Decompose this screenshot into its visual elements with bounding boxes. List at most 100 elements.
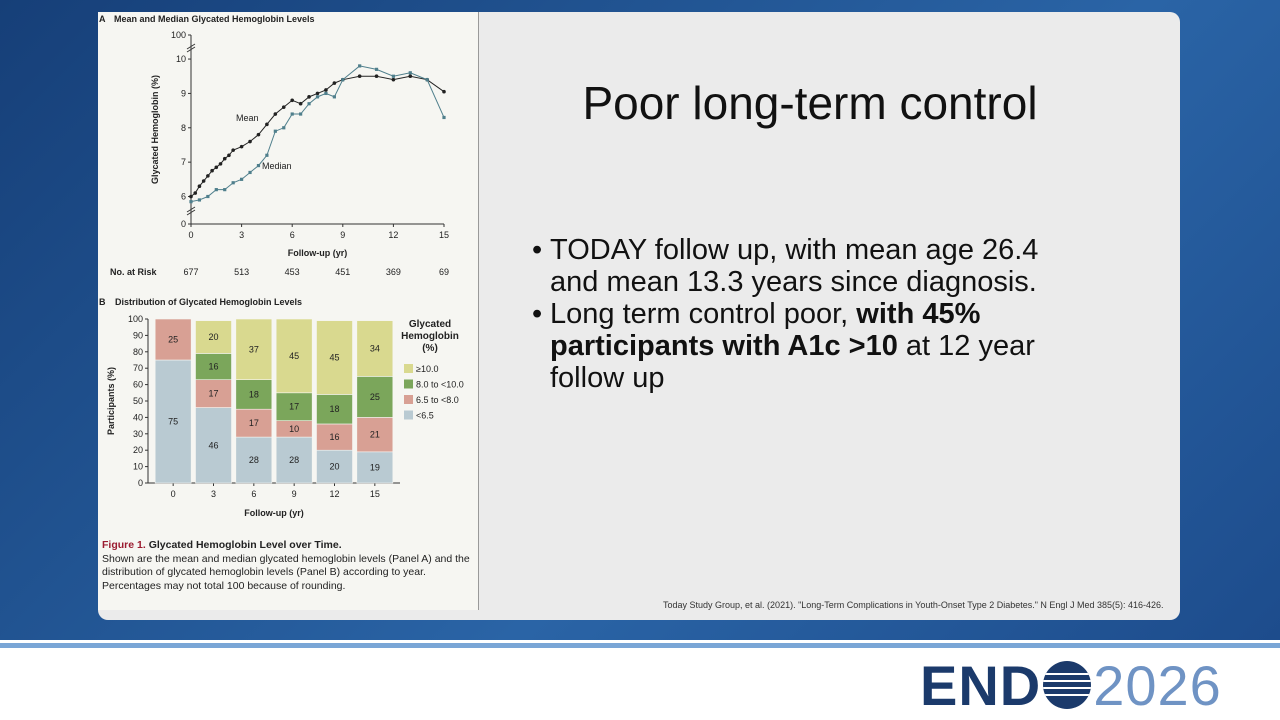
data-label: 20 bbox=[329, 462, 339, 472]
point bbox=[240, 177, 244, 181]
logo-globe bbox=[1043, 661, 1092, 709]
x-tick-label: 12 bbox=[329, 489, 339, 499]
point bbox=[273, 129, 277, 133]
bar-segment bbox=[356, 376, 394, 418]
y-tick-label: 100 bbox=[171, 30, 186, 40]
point bbox=[425, 78, 429, 82]
data-label: 45 bbox=[289, 351, 299, 361]
y-tick-label: 0 bbox=[138, 478, 143, 488]
point bbox=[282, 126, 286, 130]
point bbox=[324, 88, 328, 92]
legend-swatch bbox=[404, 395, 413, 404]
point bbox=[189, 194, 193, 199]
x-tick-label: 12 bbox=[388, 230, 398, 240]
point bbox=[290, 112, 294, 116]
y-tick-label: 8 bbox=[181, 123, 186, 133]
bar-segment bbox=[356, 320, 394, 377]
panel-letter: B bbox=[99, 297, 106, 307]
point bbox=[357, 74, 362, 79]
point bbox=[442, 115, 446, 120]
at-risk-value: 369 bbox=[386, 267, 401, 277]
series-line bbox=[190, 65, 445, 203]
y-tick-label: 9 bbox=[181, 88, 186, 98]
point bbox=[256, 163, 261, 168]
figure-panel bbox=[98, 12, 479, 610]
figure-caption: Figure 1. Glycated Hemoglobin Level over… bbox=[102, 539, 474, 593]
bar-segment bbox=[275, 436, 313, 484]
legend-swatch bbox=[404, 379, 413, 389]
data-label: 25 bbox=[370, 392, 380, 402]
point bbox=[374, 74, 379, 79]
point bbox=[223, 188, 227, 192]
x-tick-label: 3 bbox=[211, 489, 216, 499]
legend-label: <6.5 bbox=[416, 411, 434, 421]
at-risk-value: 513 bbox=[234, 267, 249, 277]
legend-title: Glycated Hemoglobin (%) bbox=[401, 319, 459, 354]
point bbox=[214, 165, 219, 170]
chart-title: Mean and Median Glycated Hemoglobin Leve… bbox=[114, 14, 315, 24]
point bbox=[391, 77, 396, 82]
series-label: Median bbox=[262, 161, 292, 171]
legend-label: 8.0 to <10.0 bbox=[416, 380, 464, 390]
bullet-text: TODAY follow up, with mean age 26.4 and … bbox=[550, 234, 1039, 298]
data-label: 17 bbox=[289, 402, 299, 412]
figure-title: Glycated Hemoglobin Level over Time. bbox=[148, 539, 342, 551]
point bbox=[281, 105, 286, 109]
slide-title: Poor long-term control bbox=[582, 77, 1038, 129]
y-tick-label: 100 bbox=[128, 314, 143, 324]
point bbox=[218, 162, 223, 166]
y-tick-label: 80 bbox=[133, 347, 143, 357]
y-tick-label: 70 bbox=[133, 363, 143, 373]
x-tick-label: 6 bbox=[251, 489, 256, 499]
data-label: 16 bbox=[208, 362, 218, 372]
bar-segment bbox=[195, 320, 232, 354]
at-risk-value: 453 bbox=[285, 267, 300, 277]
point bbox=[197, 198, 202, 202]
logo: END 2026 bbox=[920, 654, 1222, 717]
point bbox=[374, 67, 379, 71]
y-axis-label: Participants (%) bbox=[106, 367, 116, 435]
bar-segment bbox=[275, 392, 313, 421]
bar-segment bbox=[154, 318, 192, 361]
bar-segment bbox=[316, 423, 353, 451]
y-tick-label: 10 bbox=[133, 462, 143, 472]
point bbox=[408, 74, 413, 79]
at-risk-value: 677 bbox=[183, 267, 198, 277]
point bbox=[189, 200, 193, 204]
y-tick-label: 60 bbox=[133, 380, 143, 390]
data-label: 18 bbox=[329, 404, 339, 414]
point bbox=[210, 168, 214, 173]
y-tick-label: 20 bbox=[133, 445, 143, 455]
x-axis-label: Follow-up (yr) bbox=[288, 248, 348, 258]
data-label: 34 bbox=[370, 344, 380, 354]
data-label: 20 bbox=[208, 332, 218, 342]
y-axis-label: Glycated Hemoglobin (%) bbox=[150, 75, 160, 184]
bar-segment bbox=[195, 353, 232, 380]
point bbox=[298, 101, 303, 106]
point bbox=[197, 184, 202, 188]
x-tick-label: 0 bbox=[171, 489, 176, 499]
x-tick-label: 3 bbox=[239, 230, 244, 240]
point bbox=[239, 144, 244, 149]
bar-segment bbox=[235, 436, 273, 484]
data-label: 46 bbox=[208, 440, 218, 450]
point bbox=[324, 91, 328, 96]
figure-caption-text: Shown are the mean and median glycated h… bbox=[102, 552, 470, 592]
point bbox=[222, 156, 227, 161]
point bbox=[341, 78, 345, 82]
bullet-list: TODAY follow up, with mean age 26.4 and … bbox=[532, 234, 1072, 394]
bar-segment bbox=[235, 318, 273, 380]
y-tick-label: 6 bbox=[181, 192, 186, 202]
point bbox=[193, 191, 198, 195]
point bbox=[265, 153, 269, 157]
logo-suffix: 2026 bbox=[1093, 653, 1222, 717]
series-label: Mean bbox=[236, 113, 259, 123]
point bbox=[307, 102, 311, 106]
bullet-text: at 12 year follow up bbox=[550, 330, 1035, 394]
bar-segment bbox=[356, 451, 394, 484]
chart-title: Distribution of Glycated Hemoglobin Leve… bbox=[115, 297, 302, 307]
bullet: TODAY follow up, with mean age 26.4 and … bbox=[532, 234, 1072, 298]
data-label: 17 bbox=[208, 389, 218, 399]
point bbox=[299, 112, 303, 116]
